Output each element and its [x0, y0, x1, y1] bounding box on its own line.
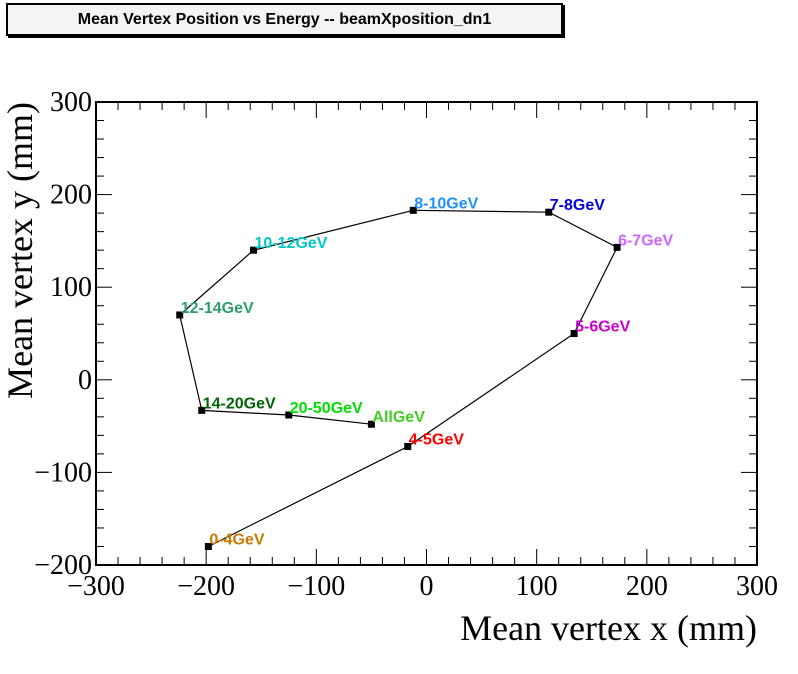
y-axis-label: Mean vertex y (mm) [0, 102, 40, 399]
x-axis-ticks: −300 −200 −100 0 100 200 300 [67, 102, 778, 602]
data-point-label: 7-8GeV [550, 197, 605, 214]
data-point-label: 10-12GeV [255, 235, 328, 252]
x-tick-label: 200 [626, 571, 668, 602]
data-point-marker [404, 442, 412, 450]
data-point-marker [198, 406, 206, 414]
data-point-label: 5-6GeV [575, 319, 630, 336]
data-point-marker [250, 246, 258, 254]
y-tick-label: 0 [78, 365, 92, 396]
x-tick-label: −200 [177, 571, 235, 602]
series-line [179, 209, 618, 548]
x-tick-label: −100 [287, 571, 345, 602]
data-point-marker [204, 542, 212, 550]
data-point-label: 4-5GeV [409, 431, 464, 448]
y-tick-label: 300 [50, 87, 92, 118]
data-point-label: 8-10GeV [414, 195, 478, 212]
y-tick-label: 200 [50, 180, 92, 211]
y-tick-label: −100 [34, 457, 92, 488]
data-point-marker [176, 311, 184, 319]
data-point-label: 14-20GeV [203, 395, 276, 412]
x-tick-label: −300 [67, 571, 125, 602]
data-point-label: 12-14GeV [181, 300, 254, 317]
data-point-marker [570, 330, 578, 337]
data-point-marker [285, 411, 293, 419]
data-point-label: 0-4GeV [209, 531, 264, 548]
plot-frame [95, 101, 758, 566]
data-markers [176, 206, 621, 550]
x-tick-label: 0 [420, 571, 434, 602]
data-point-label: 6-7GeV [618, 232, 673, 249]
data-point-marker [409, 206, 417, 214]
y-tick-label: −200 [34, 550, 92, 581]
data-point-label: AllGeV [372, 409, 425, 426]
x-tick-label: 300 [736, 571, 778, 602]
x-tick-label: 100 [516, 571, 558, 602]
data-point-label: 20-50GeV [290, 400, 363, 417]
x-axis-label: Mean vertex x (mm) [460, 608, 757, 648]
data-point-marker [613, 243, 621, 251]
data-point-marker [545, 208, 553, 216]
y-tick-label: 100 [50, 272, 92, 303]
chart-title: Mean Vertex Position vs Energy -- beamXp… [6, 3, 563, 36]
y-axis-ticks: −200 −100 0 100 200 300 [34, 87, 757, 581]
data-point-marker [367, 420, 375, 428]
data-labels: 0-4GeV 4-5GeV 5-6GeV 6-7GeV 7-8GeV 8-10GeV 10-… [181, 195, 674, 548]
